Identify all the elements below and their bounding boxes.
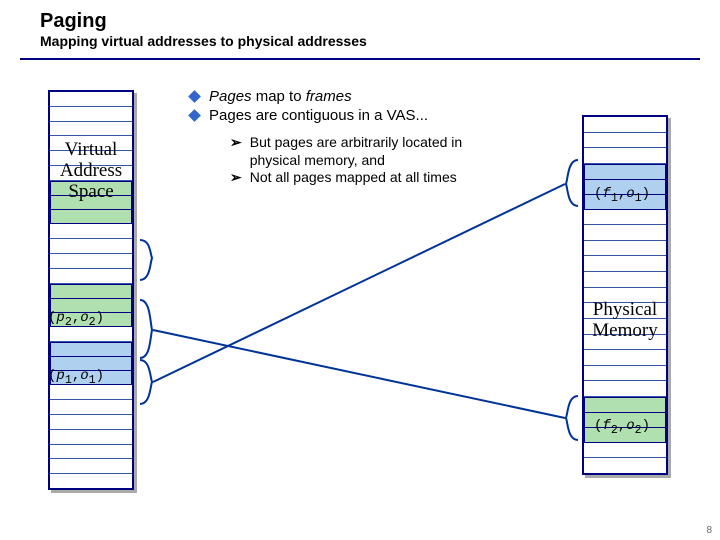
- sub-bullet-text: But pages are arbitrarily located in phy…: [250, 134, 510, 169]
- sub-bullet-item: ➢ Not all pages mapped at all times: [230, 169, 510, 187]
- bullet-text: Pages are contiguous in a VAS...: [209, 107, 428, 124]
- tuple-f2: (f2,o2): [594, 418, 650, 437]
- header-rule: [20, 58, 700, 60]
- slide-title: Paging: [30, 6, 530, 33]
- emph: frames: [306, 88, 352, 105]
- diamond-icon: [188, 109, 201, 122]
- diamond-icon: [188, 90, 201, 103]
- sub-bullet-item: ➢ But pages are arbitrarily located in p…: [230, 134, 510, 169]
- bullet-item: Pages are contiguous in a VAS...: [190, 107, 428, 124]
- vas-label: Virtual Address Space: [50, 140, 132, 203]
- slide-number: 8: [706, 525, 712, 536]
- tuple-p2: (p2,o2): [48, 310, 104, 329]
- bullet-text: Pages map to frames: [209, 88, 352, 105]
- sub-bullet-list: ➢ But pages are arbitrarily located in p…: [230, 134, 510, 187]
- phys-label: Physical Memory: [580, 300, 670, 342]
- header: Paging Mapping virtual addresses to phys…: [20, 0, 540, 60]
- tuple-f1: (f1,o1): [594, 186, 650, 205]
- arrow-icon: ➢: [230, 169, 242, 187]
- bullet-item: Pages map to frames: [190, 88, 428, 105]
- sub-bullet-text: Not all pages mapped at all times: [250, 169, 457, 187]
- slide-subtitle: Mapping virtual addresses to physical ad…: [30, 33, 530, 55]
- bullet-list: Pages map to frames Pages are contiguous…: [190, 88, 428, 126]
- emph: Pages: [209, 88, 252, 105]
- arrow-icon: ➢: [230, 134, 242, 169]
- tuple-p1: (p1,o1): [48, 368, 104, 387]
